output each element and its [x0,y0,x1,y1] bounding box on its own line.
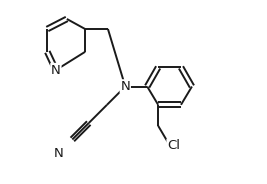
Text: Cl: Cl [167,139,180,152]
Text: N: N [51,64,61,77]
Text: N: N [54,147,64,160]
Text: N: N [120,80,130,93]
